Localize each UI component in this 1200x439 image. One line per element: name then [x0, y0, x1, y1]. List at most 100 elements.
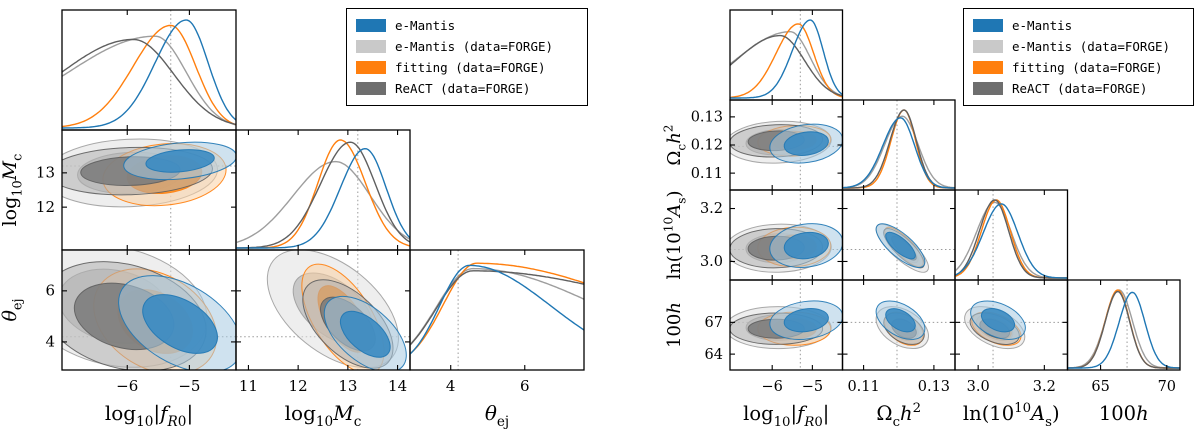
legend-swatch-e-mantis	[356, 19, 386, 32]
panel-frame	[409, 249, 585, 371]
y-tick-label: 3.0	[700, 254, 723, 270]
y-tick-label: 64	[705, 347, 723, 363]
y-axis-label-Mc: log10Mc	[0, 154, 26, 227]
legend-swatch-e-mantis-forge	[356, 40, 386, 53]
subplot-H-vs-lfR0	[729, 279, 844, 371]
x-axis-label-Mc: log10Mc	[285, 401, 362, 430]
contour-e-mantis	[783, 308, 829, 333]
legend-label: fitting (data=FORGE)	[1012, 60, 1163, 75]
subplot-lnAs-vs-lfR0	[729, 189, 844, 281]
corner-plot-left: 12 13 −6 −5 4 6 11 12 13 14 4 6 log10|fR0| log10Mc θej…	[0, 9, 585, 430]
contour-e-mantis	[885, 231, 916, 260]
y-tick-label: 4	[45, 333, 55, 351]
marginal-curve-react-forge	[1067, 290, 1180, 369]
subplot-lfR0-marginal	[61, 9, 237, 131]
legend-item: e-Mantis (data=FORGE)	[356, 36, 577, 57]
marginal-curve-e-mantis	[410, 264, 584, 355]
legend-label: ReACT (data=FORGE)	[395, 81, 531, 96]
x-tick-label: 65	[1091, 379, 1109, 395]
y-tick-label: 13	[36, 164, 55, 182]
marginal-curve-e-mantis-forge	[236, 160, 410, 244]
marginal-curve-e-mantis	[955, 203, 1068, 279]
subplot-tej-vs-Mc	[235, 249, 411, 371]
legend-item: e-Mantis	[973, 15, 1183, 36]
marginal-curve-fitting-forge	[410, 262, 584, 355]
legend-item: fitting (data=FORGE)	[356, 57, 577, 78]
marginal-curve-e-mantis	[1067, 291, 1180, 369]
legend-item: e-Mantis	[356, 15, 577, 36]
x-tick-label: 14	[388, 377, 407, 395]
legend-item: ReACT (data=FORGE)	[973, 78, 1183, 99]
x-axis-label-Och2: Ωch2	[876, 401, 921, 430]
subplot-Och2-vs-lfR0	[729, 99, 844, 191]
marginal-curve-e-mantis-forge	[842, 115, 955, 189]
contour-e-mantis	[339, 310, 391, 358]
marginal-curve-fitting-forge	[236, 139, 410, 249]
legend-swatch-e-mantis-forge	[973, 40, 1003, 53]
marginal-curve-react-forge	[842, 109, 955, 189]
legend-left: e-Mantis e-Mantis (data=FORGE) fitting (…	[346, 8, 588, 106]
marginal-curve-react-forge	[62, 38, 236, 126]
marginal-curve-react-forge	[955, 199, 1068, 279]
y-axis-label-H: 100h	[664, 302, 685, 348]
marginal-curve-e-mantis-forge	[730, 31, 843, 97]
x-tick-label: 6	[520, 377, 530, 395]
subplot-Och2-marginal	[841, 99, 956, 191]
y-axis-label-lnAs: ln(1010As)	[661, 190, 688, 279]
legend-swatch-fitting-forge	[973, 61, 1003, 74]
x-axis-label-tej: θej	[485, 401, 509, 430]
contour-e-mantis	[145, 149, 215, 173]
y-tick-label: 0.12	[691, 138, 723, 154]
legend-swatch-react-forge	[356, 82, 386, 95]
marginal-curve-e-mantis-forge	[410, 267, 584, 346]
legend-label: e-Mantis	[395, 18, 456, 33]
marginal-curve-e-mantis	[236, 147, 410, 249]
corner-plot-left-canvas: 12 13 −6 −5 4 6 11 12 13 14 4 6 log10|fR0| log10Mc θej…	[0, 9, 585, 430]
subplot-H-vs-Och2	[841, 279, 956, 371]
marginal-curve-fitting-forge	[62, 24, 236, 128]
y-axis-label-tej: θej	[0, 298, 26, 321]
legend-label: e-Mantis (data=FORGE)	[395, 39, 554, 54]
marginal-curve-react-forge	[730, 34, 843, 97]
y-tick-label: 67	[705, 315, 723, 331]
y-tick-label: 0.11	[691, 166, 723, 182]
marginal-curve-react-forge	[410, 270, 584, 346]
x-tick-label: 3.0	[967, 379, 990, 395]
legend-label: ReACT (data=FORGE)	[1012, 81, 1148, 96]
legend-label: e-Mantis	[1012, 18, 1073, 33]
panel-frame	[1066, 279, 1181, 371]
subplot-lfR0-marginal	[729, 9, 844, 101]
x-tick-label: 4	[446, 377, 456, 395]
x-axis-label-lnAs: ln(1010As)	[963, 401, 1060, 430]
x-tick-label: 3.2	[1033, 379, 1056, 395]
y-axis-label-Och2: Ωch2	[661, 124, 688, 165]
contour-e-mantis	[783, 131, 829, 156]
panel-frame	[841, 99, 956, 191]
corner-plot-right-canvas: 0.11 0.12 0.13 3.0 3.2 −6 −5 64 67 0.11 0.13 3.0 3.2…	[661, 9, 1181, 430]
legend-item: ReACT (data=FORGE)	[356, 78, 577, 99]
subplot-H-marginal	[1066, 279, 1181, 371]
contour-e-mantis	[885, 308, 916, 333]
marginal-curve-react-forge	[236, 141, 410, 249]
x-tick-label: 13	[338, 377, 357, 395]
x-tick-label: 0.13	[918, 379, 950, 395]
y-tick-label: 3.2	[700, 201, 723, 217]
x-axis-label-H: 100h	[1099, 402, 1149, 425]
x-axis-label-lfR0: log10|fR0|	[105, 401, 193, 430]
marginal-curve-e-mantis	[730, 19, 843, 99]
marginal-curve-e-mantis	[842, 117, 955, 189]
subplot-Mc-vs-lfR0	[61, 129, 237, 251]
subplot-tej-marginal	[409, 249, 585, 371]
y-tick-label: 6	[45, 282, 55, 300]
legend-swatch-react-forge	[973, 82, 1003, 95]
legend-swatch-e-mantis	[973, 19, 1003, 32]
legend-swatch-fitting-forge	[356, 61, 386, 74]
legend-label: e-Mantis (data=FORGE)	[1012, 39, 1171, 54]
legend-right: e-Mantis e-Mantis (data=FORGE) fitting (…	[963, 8, 1194, 106]
contour-e-mantis	[783, 231, 829, 260]
panel-frame	[235, 129, 411, 251]
x-tick-label: −6	[762, 379, 783, 395]
subplot-lnAs-marginal	[954, 189, 1069, 281]
contour-e-mantis	[980, 308, 1016, 333]
